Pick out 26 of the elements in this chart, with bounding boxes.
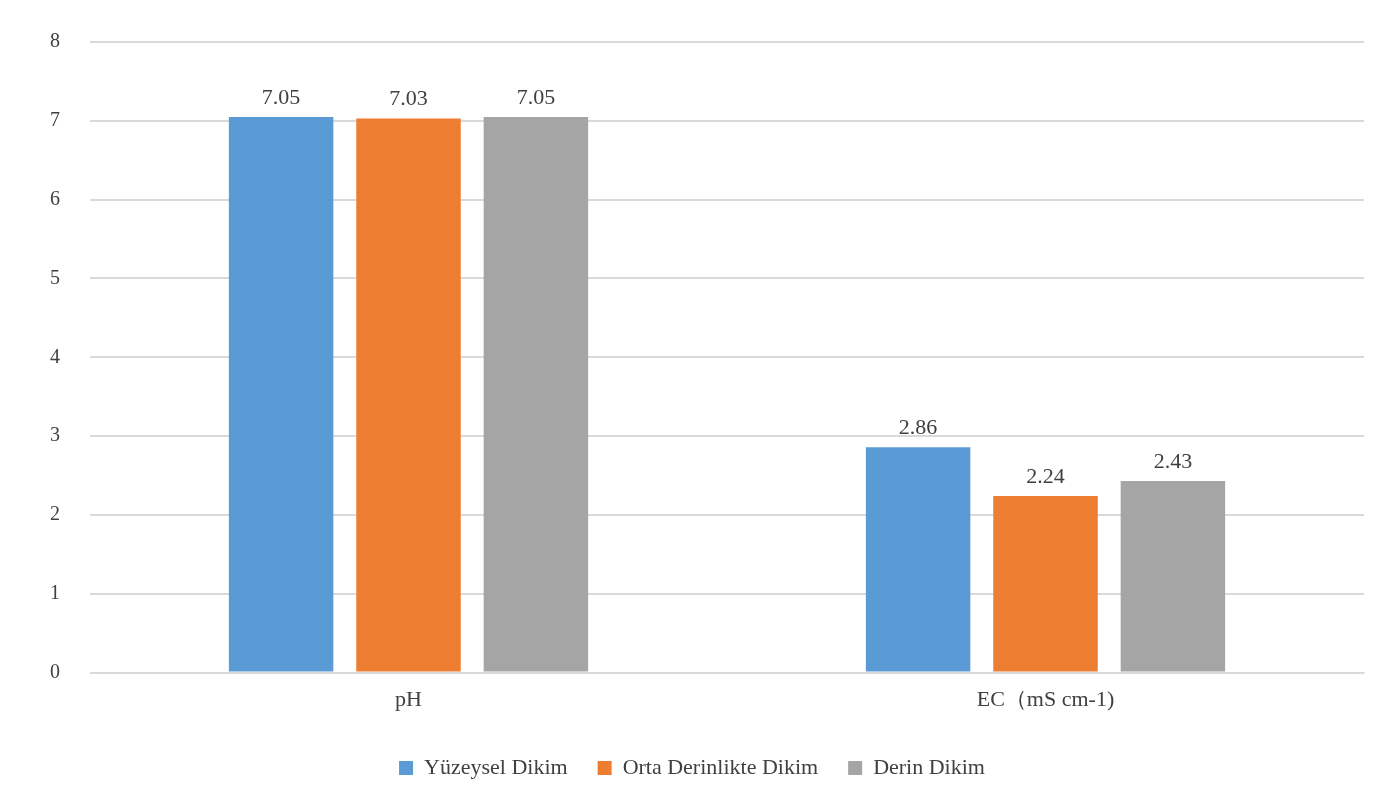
bar bbox=[228, 116, 334, 672]
data-label: 7.05 bbox=[261, 83, 301, 109]
y-tick-label: 5 bbox=[50, 265, 60, 288]
bar bbox=[356, 118, 461, 672]
bar bbox=[1120, 481, 1226, 672]
data-label: 7.03 bbox=[389, 85, 428, 111]
y-tick-label: 8 bbox=[50, 29, 60, 52]
x-tick-label: pH bbox=[395, 685, 423, 711]
legend-label: Yüzeysel Dikim bbox=[424, 753, 568, 779]
data-label: 2.43 bbox=[1153, 447, 1193, 473]
y-tick-label: 7 bbox=[50, 108, 60, 131]
y-tick-label: 4 bbox=[50, 344, 60, 367]
data-label: 7.05 bbox=[516, 83, 556, 109]
y-tick-label: 6 bbox=[50, 186, 60, 209]
legend-label: Orta Derinlikte Dikim bbox=[622, 753, 819, 779]
y-tick-label: 2 bbox=[50, 502, 60, 525]
data-label: 2.24 bbox=[1026, 462, 1065, 488]
bar bbox=[483, 116, 589, 672]
data-label: 2.86 bbox=[898, 413, 938, 439]
y-tick-label: 0 bbox=[50, 659, 60, 682]
bar bbox=[865, 447, 971, 672]
y-tick-label: 1 bbox=[50, 581, 60, 604]
y-tick-label: 3 bbox=[50, 423, 60, 446]
legend-label: Derin Dikim bbox=[873, 753, 985, 779]
bar bbox=[993, 496, 1098, 672]
x-tick-label: EC（mS cm-1) bbox=[976, 685, 1115, 711]
